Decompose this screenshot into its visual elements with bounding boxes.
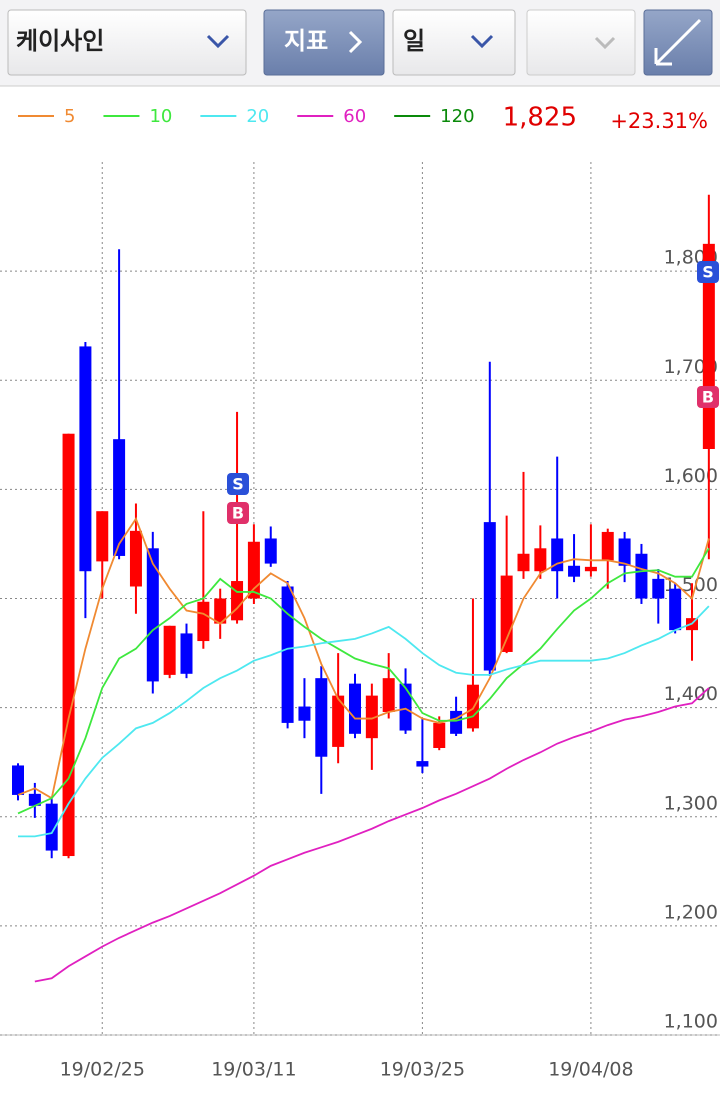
candle-body [231, 581, 244, 621]
candle-body [416, 761, 429, 767]
x-tick-label: 19/03/11 [211, 1059, 296, 1081]
candle-body [517, 553, 530, 572]
signal-badge [697, 261, 719, 283]
stock-name: 케이사인 [16, 27, 104, 55]
candle-body [466, 684, 479, 729]
price: 1,825 [503, 103, 577, 133]
candle-body [382, 678, 395, 712]
indicator-label: 지표 [284, 27, 328, 55]
stock-select[interactable]: 케이사인 [7, 9, 247, 76]
period-label: 일 [403, 27, 425, 55]
candle-body [315, 678, 328, 757]
candle-body [214, 598, 227, 624]
signal-badge [227, 502, 249, 524]
empty-select[interactable] [526, 9, 636, 76]
candle-body [433, 722, 446, 749]
candle-body [399, 683, 412, 731]
candle-body [12, 765, 24, 795]
legend-label: 10 [149, 106, 172, 127]
candle-body [652, 578, 665, 599]
candle-body [79, 346, 92, 572]
candle-body [264, 538, 277, 564]
y-tick-label: 1,600 [664, 465, 718, 487]
candle-body [584, 566, 597, 572]
y-tick-label: 1,200 [664, 901, 718, 923]
x-tick-label: 19/04/08 [548, 1059, 633, 1081]
candle-body [113, 439, 126, 556]
indicator-button[interactable]: 지표 [263, 9, 385, 76]
ma-line [34, 687, 710, 983]
candle-body [62, 433, 75, 857]
y-tick-label: 1,100 [664, 1011, 718, 1033]
signal-badge [697, 386, 719, 408]
candle-body [96, 511, 109, 562]
candle-body [45, 803, 58, 851]
candle-body [247, 541, 260, 599]
legend-label: 20 [246, 106, 269, 127]
candle-body [129, 530, 142, 587]
candle-body [146, 548, 159, 682]
signal-label: B [702, 388, 714, 407]
candle-body [618, 538, 631, 566]
candle-body [669, 588, 682, 631]
candle-body [281, 586, 294, 723]
signal-badge [227, 473, 249, 495]
legend-label: 60 [343, 106, 366, 127]
period-select[interactable]: 일 [392, 9, 516, 76]
y-tick-label: 1,400 [664, 683, 718, 705]
candle-body [197, 601, 210, 642]
candle-body [450, 710, 463, 734]
candle-body [534, 548, 547, 572]
change: +23.31% [610, 109, 708, 133]
signal-label: B [232, 504, 244, 523]
candle-body [568, 565, 581, 577]
candle-body [483, 522, 496, 671]
candle-body [635, 553, 648, 599]
ma-line [17, 547, 710, 815]
candle-body [365, 695, 378, 739]
candle-body [298, 706, 311, 721]
signal-label: S [232, 475, 244, 494]
x-tick-label: 19/03/25 [380, 1059, 465, 1081]
candle-body [28, 793, 41, 806]
x-tick-label: 19/02/25 [60, 1059, 145, 1081]
ma-line [18, 605, 710, 838]
y-tick-label: 1,300 [664, 792, 718, 814]
candle-body [601, 531, 614, 561]
expand-button[interactable] [643, 9, 713, 76]
candle-body [332, 695, 345, 747]
legend-label: 120 [440, 106, 474, 127]
candle-body [163, 625, 176, 675]
candle-body [180, 633, 193, 674]
signal-label: S [702, 263, 714, 282]
legend-label: 5 [64, 106, 75, 127]
ma-line [17, 516, 710, 800]
candle-body [349, 683, 361, 734]
